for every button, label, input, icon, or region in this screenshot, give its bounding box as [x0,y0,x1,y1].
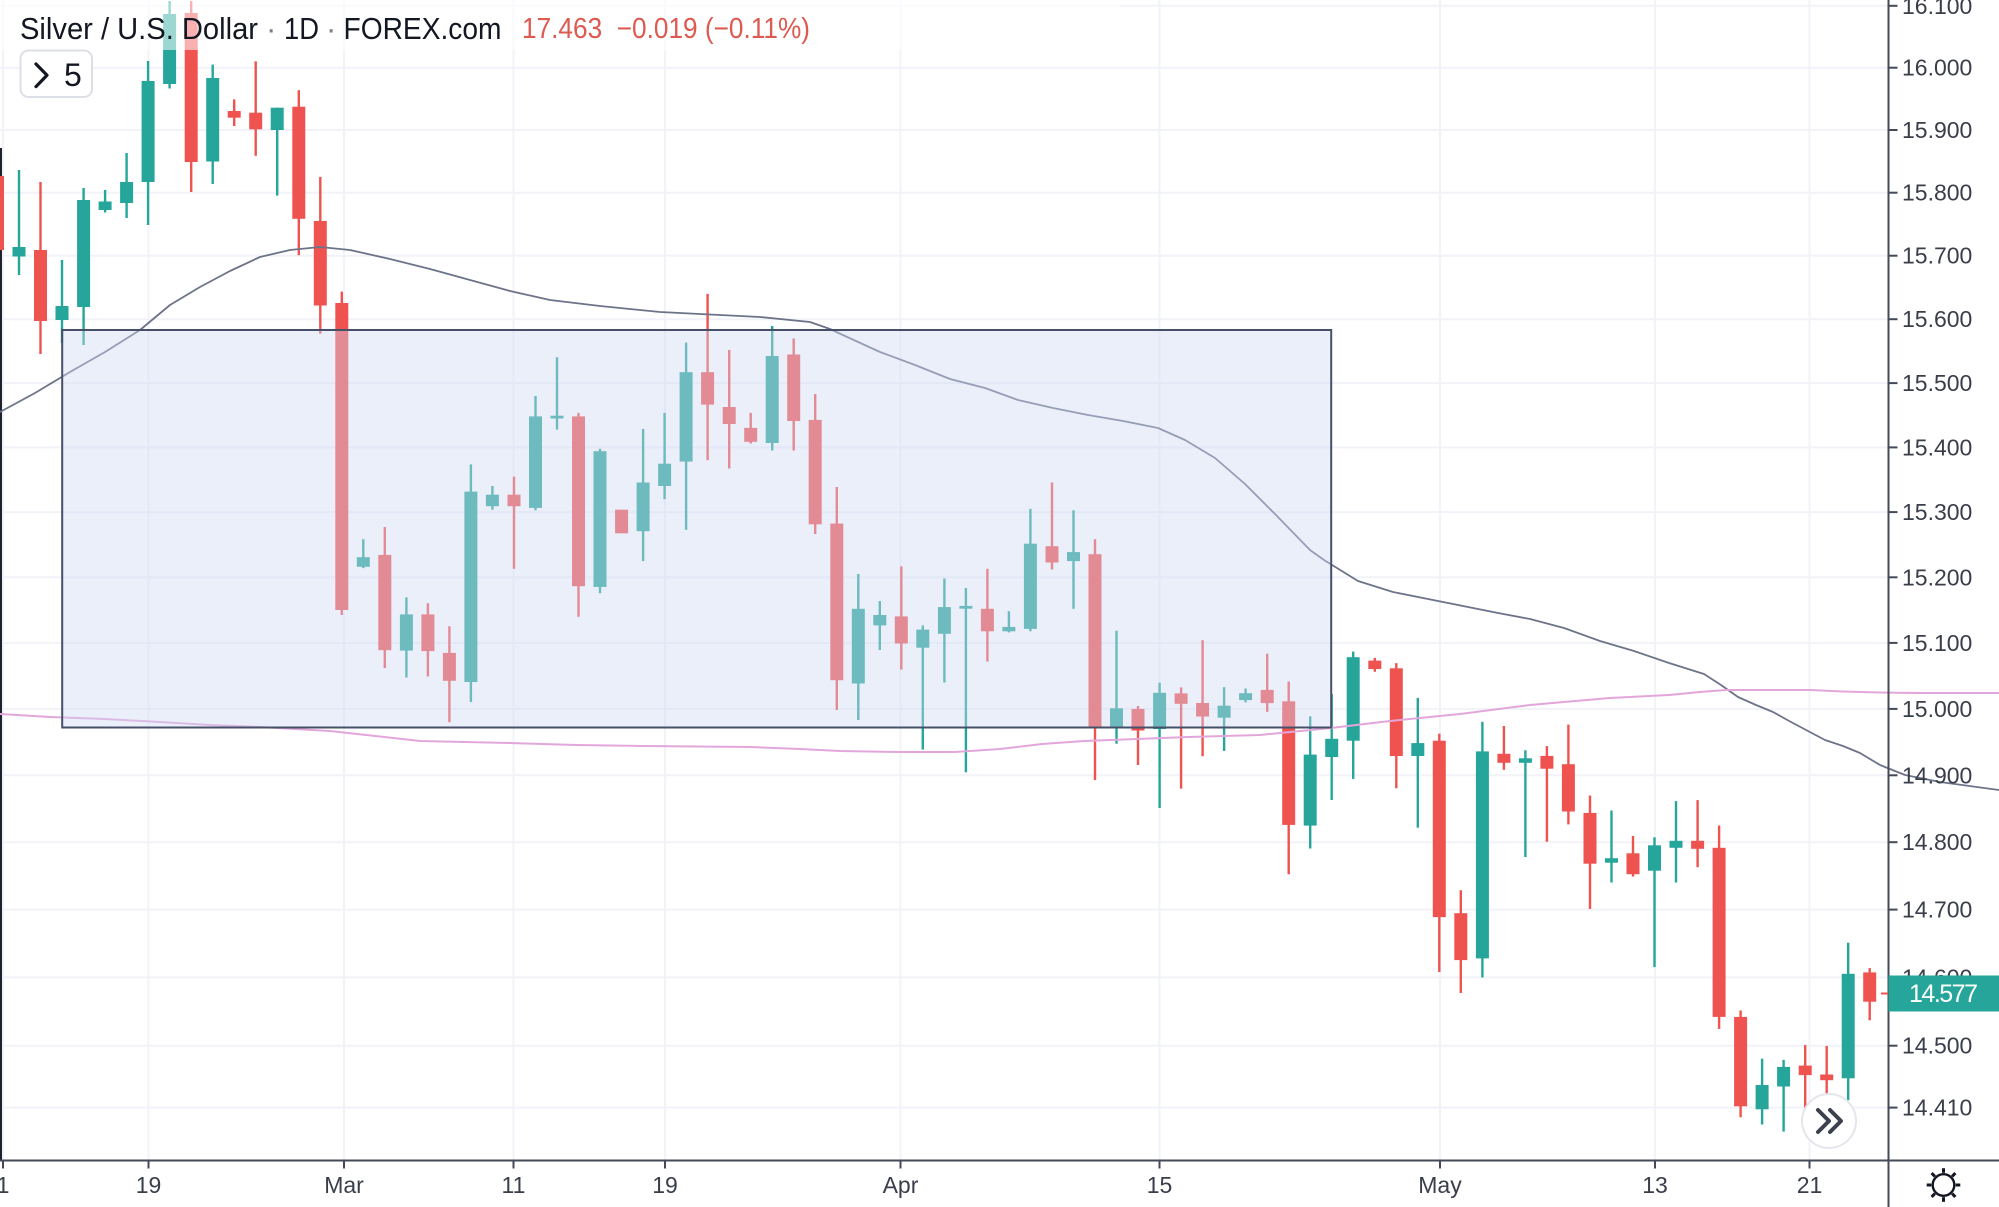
svg-text:15.000: 15.000 [1902,696,1972,722]
svg-text:5: 5 [64,57,82,93]
svg-text:15.100: 15.100 [1902,630,1972,656]
svg-text:Apr: Apr [883,1172,919,1198]
svg-text:15.800: 15.800 [1902,180,1972,206]
svg-text:14.700: 14.700 [1902,897,1972,923]
svg-text:15.200: 15.200 [1902,564,1972,590]
svg-text:·: · [326,11,336,46]
svg-text:19: 19 [652,1172,678,1198]
svg-text:Silver / U.S. Dollar: Silver / U.S. Dollar [20,11,258,46]
svg-text:15.900: 15.900 [1902,117,1972,143]
svg-text:11: 11 [502,1172,526,1198]
svg-text:FOREX.com: FOREX.com [344,11,502,46]
svg-text:14.800: 14.800 [1902,829,1972,855]
svg-text:19: 19 [136,1172,162,1198]
svg-text:17.463 −0.019 (−0.11%): 17.463 −0.019 (−0.11%) [522,13,810,45]
svg-text:13: 13 [1642,1172,1668,1198]
svg-text:15.500: 15.500 [1902,370,1972,396]
svg-text:14.900: 14.900 [1902,762,1972,788]
svg-text:14.410: 14.410 [1902,1095,1972,1121]
svg-text:15.300: 15.300 [1902,499,1972,525]
svg-text:15.600: 15.600 [1902,306,1972,332]
svg-text:·: · [266,11,276,46]
svg-text:16.000: 16.000 [1902,55,1972,81]
svg-text:15.700: 15.700 [1902,243,1972,269]
svg-text:15.400: 15.400 [1902,434,1972,460]
svg-text:14.577: 14.577 [1909,980,1978,1008]
svg-text:1: 1 [0,1172,9,1198]
svg-text:14.500: 14.500 [1902,1033,1972,1059]
svg-text:1D: 1D [284,11,319,46]
svg-text:21: 21 [1797,1172,1823,1198]
svg-text:16.100: 16.100 [1902,0,1972,19]
svg-text:Mar: Mar [324,1172,364,1198]
svg-text:15: 15 [1147,1172,1173,1198]
svg-text:May: May [1418,1172,1462,1198]
